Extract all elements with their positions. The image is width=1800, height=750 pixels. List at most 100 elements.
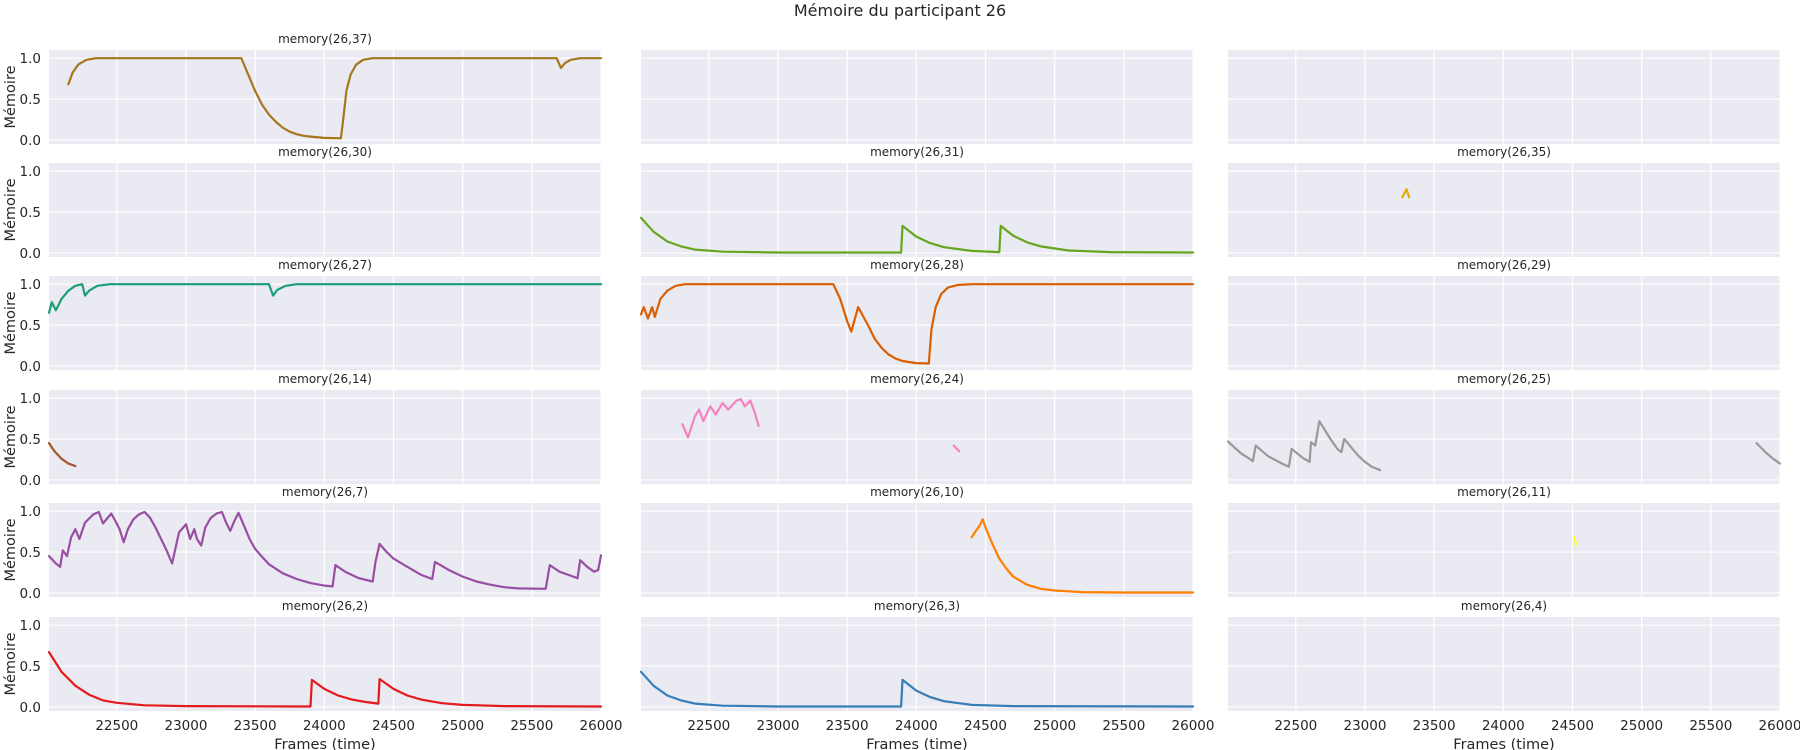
x-axis-label: Frames (time) — [1453, 737, 1554, 750]
y-axis-label: Mémoire — [3, 178, 19, 241]
subplot-4-2: memory(26,11) — [1228, 485, 1781, 597]
x-tick-label: 25000 — [1620, 718, 1663, 734]
subplot-3-0: memory(26,14) 0.0 0.5 1.0 — [20, 372, 602, 489]
subplot-3-1: memory(26,24) — [641, 372, 1194, 484]
x-tick-label: 23000 — [756, 718, 799, 734]
subplot-4-1: memory(26,10) — [641, 485, 1195, 597]
x-tick-label: 25000 — [1033, 718, 1076, 734]
figure-title: Mémoire du participant 26 — [794, 1, 1006, 20]
plot-background — [1228, 503, 1780, 597]
subplot-0-1 — [641, 50, 1194, 144]
x-tick-label: 26000 — [580, 718, 623, 734]
x-tick-label: 24000 — [895, 718, 938, 734]
y-tick-label: 1.0 — [20, 51, 41, 67]
series-line — [1755, 442, 1782, 465]
x-tick-label: 23500 — [234, 718, 277, 734]
plot-background — [641, 617, 1193, 711]
subplot-title: memory(26,31) — [870, 145, 964, 159]
series-line — [67, 57, 603, 140]
subplot-title: memory(26,14) — [278, 372, 372, 386]
subplot-5-1: memory(26,3) 22500 23000 23500 24000 24500 250… — [639, 599, 1214, 734]
x-tick-label: 22500 — [95, 718, 138, 734]
subplot-title: memory(26,10) — [870, 485, 964, 499]
x-tick-label: 24500 — [964, 718, 1007, 734]
subplot-title: memory(26,7) — [282, 485, 368, 499]
subplot-2-1: memory(26,28) — [639, 258, 1195, 370]
plot-background — [1228, 276, 1780, 370]
x-axis-labels: Frames (time) Frames (time) Frames (time) — [274, 737, 1554, 750]
series-line — [47, 510, 603, 590]
y-axis-label: Mémoire — [3, 291, 19, 354]
y-tick-label: 0.0 — [20, 473, 41, 489]
y-tick-label: 0.0 — [20, 359, 41, 375]
subplot-title: memory(26,28) — [870, 258, 964, 272]
y-axis-labels: Mémoire Mémoire Mémoire Mémoire Mémoire Mémoi… — [3, 65, 19, 695]
series-line — [970, 518, 1195, 594]
x-tick-label: 23500 — [1413, 718, 1456, 734]
subplot-0-0: memory(26,37) 0.0 0.5 1.0 — [20, 32, 603, 149]
x-tick-label: 25500 — [510, 718, 553, 734]
subplot-0-2 — [1228, 50, 1781, 144]
y-axis-label: Mémoire — [3, 632, 19, 695]
x-tick-label: 25500 — [1689, 718, 1732, 734]
subplot-1-0: memory(26,30) 0.0 0.5 1.0 — [20, 145, 602, 262]
y-tick-label: 0.0 — [20, 133, 41, 149]
subplot-4-0: memory(26,7) 0.0 0.5 1.0 — [20, 485, 603, 602]
y-tick-label: 1.0 — [20, 164, 41, 180]
subplot-title: memory(26,27) — [278, 258, 372, 272]
series-line — [639, 216, 1195, 254]
y-tick-label: 0.5 — [20, 432, 41, 448]
plot-background — [641, 276, 1193, 370]
plot-background — [1228, 50, 1780, 144]
plot-background — [49, 390, 601, 484]
y-axis-label: Mémoire — [3, 518, 19, 581]
subplot-3-2: memory(26,25) — [1226, 372, 1782, 484]
y-axis-label: Mémoire — [3, 65, 19, 128]
y-tick-label: 0.0 — [20, 586, 41, 602]
x-tick-label: 26000 — [1759, 718, 1800, 734]
y-tick-label: 0.5 — [20, 659, 41, 675]
x-tick-label: 24000 — [303, 718, 346, 734]
subplot-title: memory(26,4) — [1461, 599, 1547, 613]
x-tick-label: 24000 — [1482, 718, 1525, 734]
series-line — [639, 283, 1195, 365]
series-line — [47, 442, 77, 468]
x-tick-label: 24500 — [372, 718, 415, 734]
subplot-grid: memory(26,37) 0.0 0.5 1.0 memory(26,30) 0.0 0.… — [20, 32, 1800, 734]
subplot-5-0: memory(26,2) 0.0 0.5 1.0 22500 23000 23500 2400… — [20, 599, 623, 734]
series-line — [47, 283, 603, 314]
x-tick-label: 22500 — [687, 718, 730, 734]
y-tick-label: 0.0 — [20, 246, 41, 262]
series-line — [1572, 536, 1578, 547]
subplot-title: memory(26,3) — [874, 599, 960, 613]
x-tick-label: 23000 — [1343, 718, 1386, 734]
y-axis-label: Mémoire — [3, 405, 19, 468]
subplot-title: memory(26,29) — [1457, 258, 1551, 272]
subplot-title: memory(26,2) — [282, 599, 368, 613]
x-tick-label: 22500 — [1274, 718, 1317, 734]
subplot-1-1: memory(26,31) — [639, 145, 1195, 257]
subplot-title: memory(26,25) — [1457, 372, 1551, 386]
plot-background — [641, 163, 1193, 257]
y-tick-label: 0.5 — [20, 318, 41, 334]
plot-background — [1228, 617, 1780, 711]
series-line — [47, 651, 603, 708]
plot-background — [641, 50, 1193, 144]
subplot-5-2: memory(26,4) 22500 23000 23500 24000 24500 250… — [1228, 599, 1800, 734]
x-tick-label: 23000 — [164, 718, 207, 734]
y-tick-label: 0.0 — [20, 700, 41, 716]
plot-background — [641, 503, 1193, 597]
plot-background — [1228, 163, 1780, 257]
plot-background — [1228, 390, 1780, 484]
subplot-title: memory(26,37) — [278, 32, 372, 46]
subplot-title: memory(26,35) — [1457, 145, 1551, 159]
x-axis-label: Frames (time) — [274, 737, 375, 750]
series-line — [1401, 188, 1411, 199]
series-line — [1226, 420, 1382, 472]
subplot-title: memory(26,24) — [870, 372, 964, 386]
series-line — [952, 444, 961, 453]
plot-background — [49, 163, 601, 257]
series-line — [681, 397, 760, 439]
y-tick-label: 0.5 — [20, 545, 41, 561]
